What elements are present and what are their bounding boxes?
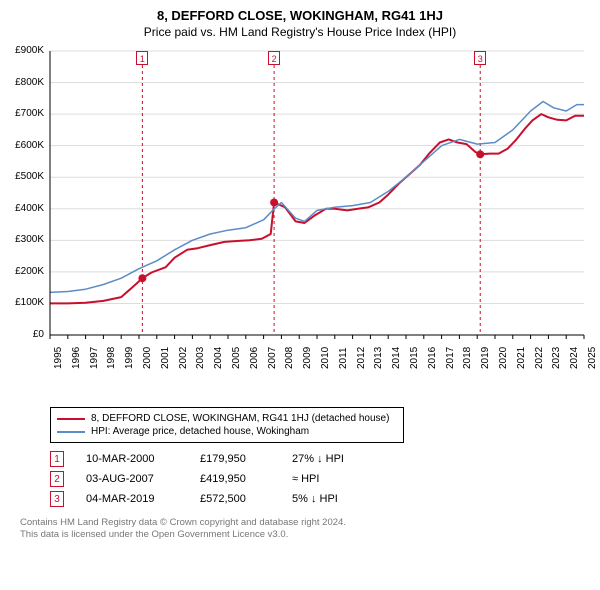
chart-legend: 8, DEFFORD CLOSE, WOKINGHAM, RG41 1HJ (d… [50, 407, 404, 443]
x-tick-label: 2011 [338, 347, 349, 369]
legend-swatch [57, 431, 85, 433]
footer-line: This data is licensed under the Open Gov… [20, 529, 590, 541]
x-tick-label: 2017 [445, 347, 456, 369]
sale-dot [476, 150, 484, 158]
x-tick-label: 1997 [89, 347, 100, 369]
sale-dot [138, 274, 146, 282]
y-tick-label: £300K [10, 234, 44, 245]
sale-row-marker: 3 [50, 491, 64, 507]
sale-hpi-diff: 5% ↓ HPI [292, 493, 372, 505]
sale-date: 03-AUG-2007 [86, 473, 178, 485]
x-tick-label: 2018 [462, 347, 473, 369]
x-tick-label: 1998 [106, 347, 117, 369]
y-tick-label: £200K [10, 266, 44, 277]
y-tick-label: £700K [10, 108, 44, 119]
sale-marker-box: 1 [136, 51, 148, 65]
y-tick-label: £500K [10, 171, 44, 182]
x-tick-label: 2021 [516, 347, 527, 369]
x-tick-label: 2025 [587, 347, 598, 369]
x-tick-label: 2022 [534, 347, 545, 369]
chart-title-address: 8, DEFFORD CLOSE, WOKINGHAM, RG41 1HJ [10, 8, 590, 23]
x-tick-label: 2019 [480, 347, 491, 369]
sale-row: 1 10-MAR-2000 £179,950 27% ↓ HPI [50, 451, 590, 467]
x-tick-label: 1999 [124, 347, 135, 369]
x-tick-label: 2004 [213, 347, 224, 369]
sale-price: £179,950 [200, 453, 270, 465]
sale-price: £419,950 [200, 473, 270, 485]
sale-row-marker: 1 [50, 451, 64, 467]
x-tick-label: 2003 [195, 347, 206, 369]
x-tick-label: 1996 [71, 347, 82, 369]
page: 8, DEFFORD CLOSE, WOKINGHAM, RG41 1HJ Pr… [0, 0, 600, 590]
legend-swatch [57, 418, 85, 420]
sale-date: 10-MAR-2000 [86, 453, 178, 465]
sale-marker-box: 2 [268, 51, 280, 65]
attribution-footer: Contains HM Land Registry data © Crown c… [20, 517, 590, 541]
legend-item: 8, DEFFORD CLOSE, WOKINGHAM, RG41 1HJ (d… [57, 413, 397, 424]
footer-line: Contains HM Land Registry data © Crown c… [20, 517, 590, 529]
x-tick-label: 2015 [409, 347, 420, 369]
x-tick-label: 2024 [569, 347, 580, 369]
y-tick-label: £0 [10, 329, 44, 340]
x-tick-label: 2005 [231, 347, 242, 369]
x-tick-label: 2016 [427, 347, 438, 369]
sale-row: 2 03-AUG-2007 £419,950 ≈ HPI [50, 471, 590, 487]
sales-table: 1 10-MAR-2000 £179,950 27% ↓ HPI 2 03-AUG-200… [50, 451, 590, 507]
sale-price: £572,500 [200, 493, 270, 505]
y-tick-label: £600K [10, 140, 44, 151]
x-tick-label: 2000 [142, 347, 153, 369]
sale-dot [270, 198, 278, 206]
sale-row: 3 04-MAR-2019 £572,500 5% ↓ HPI [50, 491, 590, 507]
sale-marker-box: 3 [474, 51, 486, 65]
y-tick-label: £400K [10, 203, 44, 214]
x-tick-label: 2014 [391, 347, 402, 369]
sale-hpi-diff: 27% ↓ HPI [292, 453, 372, 465]
x-tick-label: 2010 [320, 347, 331, 369]
x-tick-label: 2006 [249, 347, 260, 369]
x-tick-label: 2020 [498, 347, 509, 369]
sale-date: 04-MAR-2019 [86, 493, 178, 505]
price-chart: £0 £100K £200K £300K £400K £500K £600K £700K £80… [10, 45, 590, 403]
y-tick-label: £900K [10, 45, 44, 56]
x-tick-label: 2013 [373, 347, 384, 369]
x-tick-label: 2002 [178, 347, 189, 369]
x-tick-label: 2008 [284, 347, 295, 369]
x-tick-label: 2009 [302, 347, 313, 369]
legend-label: HPI: Average price, detached house, Woki… [91, 426, 309, 437]
chart-svg [10, 45, 590, 365]
x-tick-label: 2007 [267, 347, 278, 369]
legend-item: HPI: Average price, detached house, Woki… [57, 426, 397, 437]
y-tick-label: £800K [10, 77, 44, 88]
x-tick-label: 2001 [160, 347, 171, 369]
sale-hpi-diff: ≈ HPI [292, 473, 372, 485]
sale-row-marker: 2 [50, 471, 64, 487]
x-tick-label: 2023 [551, 347, 562, 369]
y-tick-label: £100K [10, 297, 44, 308]
x-tick-label: 2012 [356, 347, 367, 369]
chart-title-subtitle: Price paid vs. HM Land Registry's House … [10, 25, 590, 39]
x-tick-label: 1995 [53, 347, 64, 369]
legend-label: 8, DEFFORD CLOSE, WOKINGHAM, RG41 1HJ (d… [91, 413, 389, 424]
